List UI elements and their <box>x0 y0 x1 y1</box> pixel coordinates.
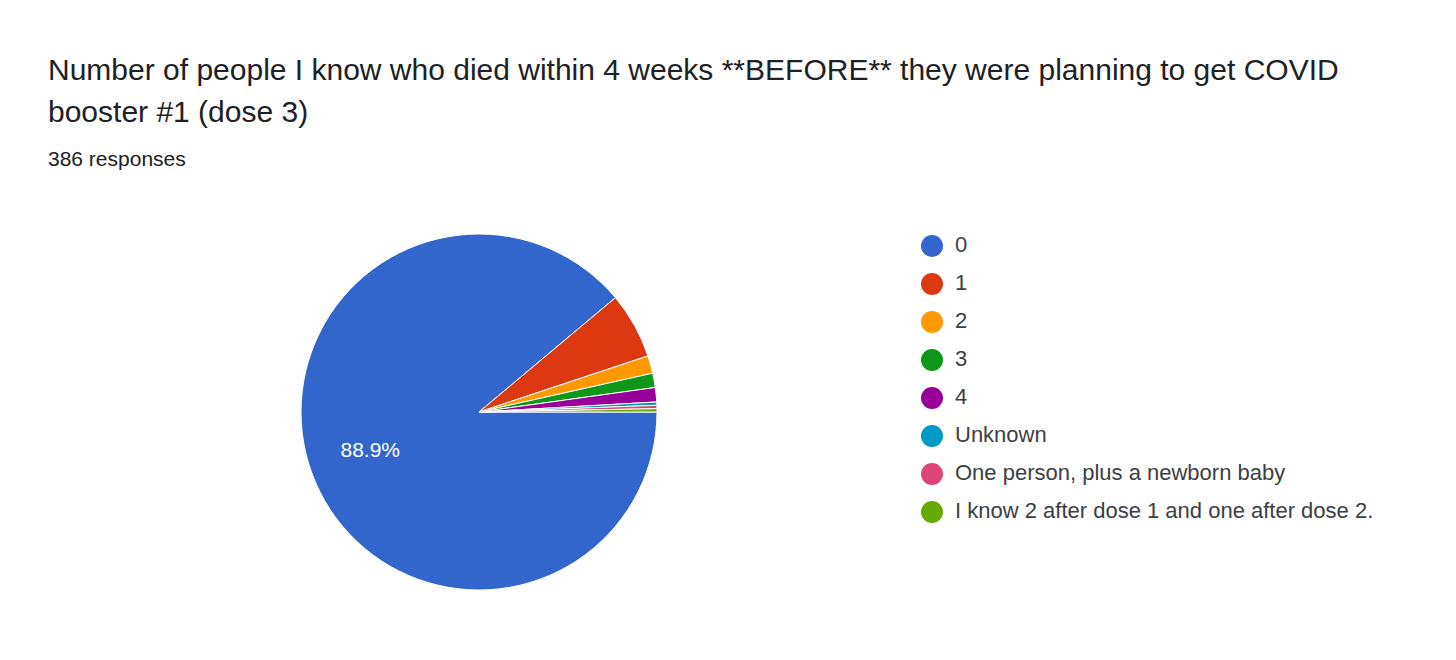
pie <box>301 234 657 590</box>
text-line: I know 2 after dose 1 and one after dose… <box>955 498 1373 523</box>
legend-swatch <box>921 349 943 371</box>
text-line: 2 <box>955 308 967 333</box>
text-line: Unknown <box>955 422 1047 447</box>
text-line: booster #1 (dose 3) <box>48 95 308 128</box>
chart: Number of people I know who died within … <box>0 0 1456 660</box>
legend-swatch <box>921 235 943 257</box>
legend-swatch <box>921 273 943 295</box>
legend-label: 3 <box>955 346 967 371</box>
legend-label: I know 2 after dose 1 and one after dose… <box>955 498 1373 523</box>
legend: 0 1 2 3 4 Unknown One person, plus a newborn b… <box>921 232 1373 523</box>
legend-swatch <box>921 387 943 409</box>
legend-swatch <box>921 425 943 447</box>
text-line: One person, plus a newborn baby <box>955 460 1285 485</box>
pie-slice <box>479 405 657 412</box>
pie-slice <box>479 387 657 412</box>
pie-slice <box>479 402 657 412</box>
legend-swatch <box>921 463 943 485</box>
data-label: 88.9% <box>340 438 400 461</box>
subtitle: 386 responses <box>48 147 186 170</box>
title: Number of people I know who died within … <box>48 53 1339 128</box>
pie-slice <box>479 409 657 412</box>
pie-slice <box>301 234 657 590</box>
legend-swatch <box>921 311 943 333</box>
text-line: 0 <box>955 232 967 257</box>
text-line: 1 <box>955 270 967 295</box>
data-labels: 88.9% <box>340 438 400 461</box>
legend-label: 0 <box>955 232 967 257</box>
legend-label: Unknown <box>955 422 1047 447</box>
legend-label: One person, plus a newborn baby <box>955 460 1285 485</box>
legend-swatch <box>921 501 943 523</box>
text-line: 4 <box>955 384 967 409</box>
text-line: Number of people I know who died within … <box>48 53 1339 86</box>
text-line: 3 <box>955 346 967 371</box>
legend-label: 4 <box>955 384 967 409</box>
legend-label: 1 <box>955 270 967 295</box>
legend-label: 2 <box>955 308 967 333</box>
